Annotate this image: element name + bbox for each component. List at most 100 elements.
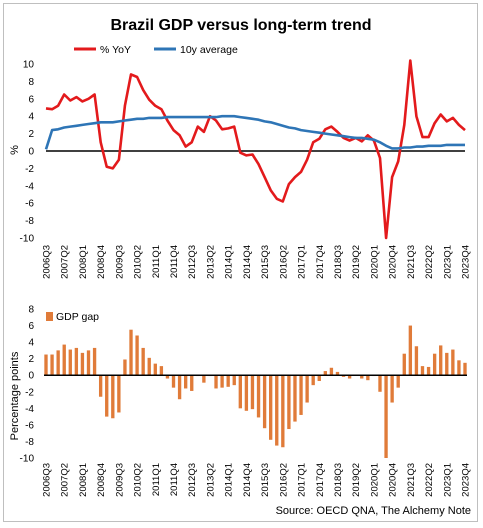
bottom-x-tick-label: 2017Q4	[315, 463, 326, 497]
gdp-gap-bar	[147, 357, 151, 376]
yoy-series-line	[45, 59, 466, 240]
top-y-tick-label: 10	[23, 60, 35, 71]
top-x-tick-label: 2008Q4	[96, 245, 107, 279]
gdp-gap-bar	[457, 360, 461, 376]
top-x-tick-label: 2018Q3	[333, 245, 344, 279]
top-x-tick-label: 2015Q3	[260, 245, 271, 279]
gdp-gap-bar	[256, 375, 261, 418]
gdp-gap-bar	[287, 375, 291, 430]
gdp-gap-bar	[445, 352, 449, 376]
top-x-tick-label: 2020Q4	[388, 245, 399, 279]
bottom-y-tick-label: -2	[25, 387, 34, 398]
gdp-gap-bar	[317, 375, 321, 382]
gdp-gap-bar	[232, 375, 236, 386]
bottom-x-tick-label: 2012Q3	[187, 463, 198, 497]
gdp-gap-bar	[378, 375, 382, 392]
bottom-x-tick-label: 2021Q3	[406, 463, 417, 497]
bottom-x-ticks: 2006Q3 2007Q2 2008Q1 2008Q4 2009Q3 2010Q2 2011…	[42, 463, 472, 497]
gdp-gap-bar	[214, 375, 218, 389]
top-x-tick-label: 2019Q2	[351, 245, 362, 279]
gdp-gap-bar	[311, 375, 315, 386]
bottom-x-tick-label: 2011Q1	[151, 463, 162, 496]
gdp-gap-bar	[299, 375, 303, 415]
bottom-x-tick-label: 2020Q1	[369, 463, 380, 497]
gdp-gap-bar	[402, 353, 406, 376]
gdp-gap-bar	[420, 366, 425, 376]
bottom-y-axis-label: Percentage points	[9, 351, 21, 440]
bottom-x-tick-label: 2013Q2	[205, 463, 216, 497]
bottom-y-tick-label: 4	[28, 338, 34, 349]
gdp-gap-bar	[220, 375, 224, 388]
top-x-tick-label: 2014Q1	[224, 245, 235, 279]
gdp-gap-bar	[390, 375, 394, 403]
gdp-gap-bar	[171, 375, 176, 388]
gdp-gap-bar	[177, 375, 182, 400]
top-x-tick-label: 2012Q3	[187, 245, 198, 279]
top-y-tick-label: 6	[28, 94, 34, 105]
bottom-x-tick-label: 2017Q1	[297, 463, 308, 497]
gdp-gap-bar	[123, 359, 127, 376]
legend-avg-label: 10y average	[180, 44, 238, 56]
top-legend: % YoY 10y average	[74, 44, 238, 56]
gdp-gap-bar	[86, 350, 91, 376]
bottom-x-tick-label: 2023Q1	[442, 463, 453, 497]
bottom-y-tick-label: 0	[28, 371, 34, 382]
bottom-y-tick-label: -4	[25, 404, 34, 415]
bottom-x-tick-label: 2010Q2	[133, 463, 144, 497]
top-x-tick-label: 2021Q3	[406, 245, 417, 279]
gdp-gap-bar	[414, 346, 419, 376]
gdp-gap-bar	[426, 366, 431, 376]
bottom-y-tick-label: -10	[20, 454, 35, 465]
top-x-tick-label: 2009Q3	[114, 245, 125, 279]
gdp-gap-bar	[105, 375, 109, 417]
gdp-gap-bar	[153, 363, 157, 376]
bottom-x-tick-label: 2011Q4	[169, 463, 180, 496]
top-y-axis-label: %	[9, 145, 21, 155]
gdp-gap-bar	[238, 375, 242, 409]
gdp-gap-bar	[384, 375, 388, 458]
gdp-gap-bar	[281, 375, 285, 448]
gdp-gap-bar	[190, 375, 194, 391]
gdp-gap-bar	[250, 375, 255, 410]
gdp-gap-bar	[244, 375, 249, 411]
gdp-gap-bar	[305, 375, 309, 403]
top-y-tick-label: 8	[28, 77, 34, 88]
gdp-gap-bar	[439, 345, 443, 376]
top-y-tick-label: 2	[28, 129, 34, 140]
gdp-gap-bar	[98, 375, 103, 397]
top-x-tick-label: 2011Q1	[151, 245, 162, 278]
bottom-y-ticks: -10 -8 -6 -4 -2 0 2 4 6 8	[20, 305, 35, 465]
top-x-tick-label: 2020Q1	[369, 245, 380, 279]
bottom-x-tick-label: 2020Q4	[388, 463, 399, 497]
source-note: Source: OECD QNA, The Alchemy Note	[276, 505, 471, 517]
bottom-legend: GDP gap	[46, 311, 99, 323]
bottom-x-tick-label: 2023Q4	[461, 463, 472, 497]
gdp-gap-bar	[323, 371, 327, 376]
bottom-x-tick-label: 2015Q3	[260, 463, 271, 497]
bottom-y-tick-label: 6	[28, 321, 34, 332]
gdp-gap-bar	[262, 375, 267, 429]
bottom-x-tick-label: 2008Q1	[78, 463, 89, 497]
gdp-gap-bar	[347, 375, 352, 379]
top-x-tick-label: 2011Q4	[169, 245, 180, 278]
chart-frame: Brazil GDP versus long-term trend % YoY …	[3, 3, 478, 522]
bottom-x-tick-label: 2008Q4	[96, 463, 107, 497]
gdp-gap-bar	[293, 375, 297, 422]
bottom-y-tick-label: 8	[28, 305, 34, 316]
bottom-x-tick-label: 2009Q3	[114, 463, 125, 497]
top-x-tick-label: 2007Q2	[60, 245, 71, 279]
gdp-gap-bar	[44, 354, 48, 376]
bottom-x-tick-label: 2022Q2	[424, 463, 435, 497]
top-chart-title: Brazil GDP versus long-term trend	[110, 17, 371, 34]
gdp-gap-bar	[111, 375, 115, 419]
charts-svg: Brazil GDP versus long-term trend % YoY …	[9, 17, 472, 517]
bottom-x-tick-label: 2007Q2	[60, 463, 71, 497]
top-y-tick-label: 4	[28, 112, 34, 123]
bottom-x-tick-label: 2006Q3	[42, 463, 53, 497]
top-y-tick-label: -6	[25, 199, 34, 210]
bottom-x-tick-label: 2014Q1	[224, 463, 235, 497]
gdp-gap-bar	[341, 375, 346, 377]
gdp-gap-bar	[396, 375, 400, 388]
top-x-tick-label: 2006Q3	[42, 245, 53, 279]
gdp-gap-bar	[408, 325, 413, 376]
